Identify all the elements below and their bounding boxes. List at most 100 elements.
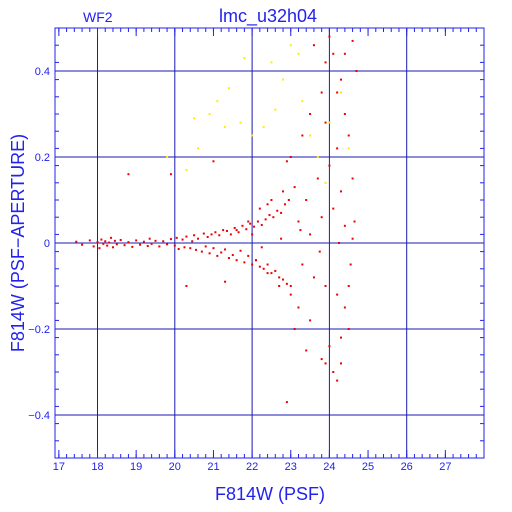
data-point: [237, 231, 240, 234]
data-point: [189, 247, 192, 250]
data-point: [212, 160, 215, 163]
data-point: [193, 234, 196, 237]
data-point: [336, 293, 339, 296]
data-point: [224, 248, 227, 251]
data-point: [324, 285, 327, 287]
data-point: [251, 233, 254, 236]
data-point: [262, 125, 265, 128]
data-point: [241, 224, 244, 227]
data-point: [231, 254, 234, 257]
data-point: [301, 100, 304, 103]
data-point: [202, 232, 205, 235]
data-point: [206, 235, 209, 238]
data-point: [343, 113, 346, 115]
data-point: [289, 156, 292, 158]
data-point: [247, 254, 250, 257]
data-point: [297, 52, 300, 55]
data-point: [92, 245, 95, 248]
data-point: [260, 223, 263, 226]
data-point: [343, 224, 346, 227]
data-point: [270, 61, 273, 64]
data-point: [212, 247, 215, 250]
data-point: [351, 237, 354, 240]
chart-subtitle: WF2: [83, 9, 113, 25]
data-point: [336, 91, 339, 94]
data-point: [102, 242, 105, 245]
data-point: [249, 222, 252, 225]
data-point: [268, 214, 271, 217]
data-point: [340, 190, 342, 193]
data-point: [340, 336, 342, 339]
y-tick-label: −0.2: [28, 324, 50, 336]
data-point: [280, 237, 283, 240]
data-point: [139, 243, 142, 246]
data-point: [343, 52, 346, 55]
data-point: [195, 248, 198, 251]
data-point: [251, 134, 254, 137]
data-point: [75, 240, 78, 243]
data-point: [235, 229, 238, 232]
data-point: [131, 245, 134, 248]
data-point: [235, 259, 238, 262]
data-point: [208, 113, 211, 115]
data-point: [169, 238, 172, 241]
data-point: [328, 121, 331, 124]
data-point: [309, 134, 312, 137]
data-point: [274, 269, 277, 272]
data-point: [297, 220, 300, 223]
data-point: [148, 237, 151, 240]
data-point: [254, 259, 257, 262]
data-point: [278, 285, 281, 287]
data-point: [285, 160, 288, 163]
x-tick-label: 18: [91, 461, 103, 473]
data-point: [245, 228, 248, 231]
y-tick-labels: −0.4 −0.2 0 0.2 0.4: [28, 66, 50, 422]
data-point: [243, 57, 246, 60]
data-point: [185, 168, 188, 171]
data-point: [301, 134, 304, 137]
data-point: [98, 247, 101, 250]
data-point: [150, 242, 153, 245]
data-point: [135, 239, 138, 242]
plot-frame: [54, 27, 485, 459]
data-point: [316, 156, 319, 158]
data-point: [305, 199, 308, 201]
data-point: [181, 238, 184, 241]
data-point: [154, 239, 157, 242]
data-point: [328, 164, 331, 167]
data-point: [200, 250, 203, 253]
data-point: [285, 401, 288, 404]
data-point: [305, 349, 308, 352]
data-point: [173, 244, 176, 247]
data-point: [289, 293, 292, 296]
data-point: [349, 263, 352, 266]
data-point: [142, 240, 145, 243]
data-point: [222, 229, 225, 232]
data-point: [328, 35, 331, 38]
x-tick-label: 24: [323, 461, 335, 473]
data-point: [197, 237, 199, 240]
data-point: [270, 272, 273, 275]
data-point: [309, 319, 312, 322]
y-axis-label: F814W (PSF−APERTURE): [8, 134, 28, 352]
data-point: [320, 358, 323, 361]
data-point: [283, 203, 286, 206]
x-tick-labels: 17 18 19 20 21 22 23 24 25 26 27: [53, 461, 452, 473]
data-point: [216, 100, 219, 103]
data-point: [347, 285, 350, 287]
data-point: [81, 243, 84, 246]
data-point: [355, 70, 358, 72]
data-point: [332, 371, 335, 373]
data-point: [191, 240, 194, 243]
data-point: [266, 203, 269, 206]
data-point: [340, 91, 342, 94]
data-point: [256, 220, 259, 223]
data-point: [309, 233, 312, 236]
data-point: [316, 177, 319, 180]
data-point: [253, 225, 256, 228]
data-point: [208, 252, 211, 255]
data-point: [88, 239, 91, 242]
data-point: [280, 211, 283, 214]
data-point: [197, 147, 199, 150]
data-point: [347, 147, 350, 150]
